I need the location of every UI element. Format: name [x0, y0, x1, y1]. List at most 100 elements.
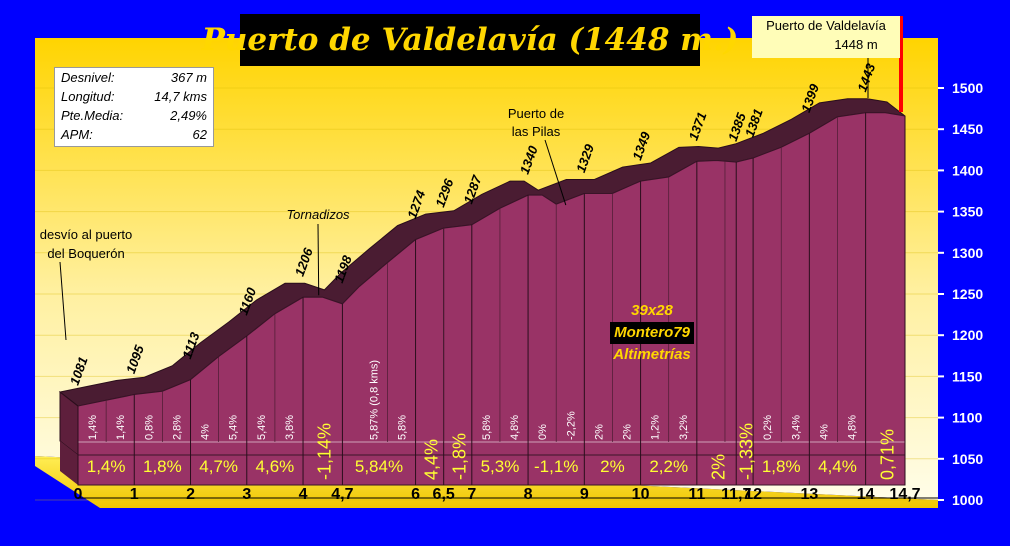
y-tick-label: 1500 [952, 80, 983, 96]
stat-value: 2,49% [170, 108, 207, 123]
segment-gradient: 4,7% [199, 457, 238, 476]
km-dividers [77, 112, 906, 485]
half-km-gradient: 5,8% [481, 415, 493, 440]
signature-line-1: 39x28 [631, 302, 673, 319]
x-tick-label: 6,5 [433, 486, 455, 503]
y-tick-label: 1450 [952, 121, 983, 137]
segment-gradient: 0,71% [877, 429, 897, 480]
half-km-gradient: -2,2% [565, 411, 577, 440]
signature-line-3: Altimetrías [613, 346, 691, 363]
stat-row: Longitud: 14,7 kms [55, 87, 213, 106]
segment-gradient: 4,4% [422, 439, 442, 480]
half-km-gradient: 2,8% [171, 415, 183, 440]
stat-value: 367 m [170, 70, 207, 85]
annotation-label: Puerto de [508, 106, 564, 121]
segment-gradient: 2% [600, 457, 625, 476]
y-tick-label: 1150 [952, 368, 983, 384]
annotation-label: desvío al puerto [40, 227, 133, 242]
half-km-gradient: 4% [200, 424, 212, 440]
y-tick-label: 1350 [952, 204, 983, 220]
half-km-gradient: 5,4% [228, 415, 240, 440]
segment-gradient: 2% [709, 454, 729, 480]
half-km-gradient: 0% [537, 424, 549, 440]
half-km-gradient: 1,4% [87, 415, 99, 440]
chart-title: Puerto de Valdelavía (1448 m.) [201, 22, 739, 58]
y-tick-label: 1250 [952, 286, 983, 302]
segment-gradients: 1,4% 1,8% 4,7% 4,6% -1,14% 5,84% 4,4% -1,8% 5,3%… [87, 423, 898, 480]
x-tick-label: 4 [299, 486, 308, 503]
summit-altitude: 1448 m [834, 37, 878, 52]
y-tick-label: 1400 [952, 162, 983, 178]
signature: 39x28 Montero79 Altimetrías [600, 300, 704, 366]
half-km-gradient: 3,4% [790, 415, 802, 440]
x-tick-label: 8 [524, 486, 533, 503]
half-km-gradient: 3,8% [284, 415, 296, 440]
segment-gradient: 1,8% [143, 457, 182, 476]
x-tick-label: 11,7 [721, 486, 751, 503]
stats-box: Desnivel: 367 m Longitud: 14,7 kms Pte.M… [54, 67, 214, 147]
segment-gradient: 5,3% [481, 457, 520, 476]
x-tick-label: 11 [688, 486, 705, 503]
half-km-gradient: 1,4% [115, 415, 127, 440]
annotations: desvío al puerto del Boquerón Tornadizos Pu… [40, 16, 903, 341]
y-tick-label: 1100 [952, 410, 983, 426]
y-tick-label: 1300 [952, 245, 983, 261]
half-km-gradient: 2% [593, 424, 605, 440]
y-axis: 1000 1050 1100 1150 1200 1250 1300 1350 1400 1450… [938, 80, 983, 508]
x-axis: 0 1 2 3 4 4,7 6 6,5 7 8 9 10 11 11,712 13 14 14,7 [74, 486, 938, 503]
stat-label: Pte.Media: [61, 108, 124, 123]
signature-line-2: Montero79 [610, 322, 694, 344]
stat-value: 14,7 kms [154, 89, 207, 104]
segment-gradient: 1,8% [762, 457, 801, 476]
annotation-leader [544, 139, 567, 206]
stat-label: Desnivel: [61, 70, 115, 85]
stat-row: APM: 62 [55, 125, 213, 144]
half-km-gradient: 4% [818, 424, 830, 440]
y-tick-label: 1050 [952, 451, 983, 467]
x-tick-label: 1 [130, 486, 139, 503]
y-tick-label: 1000 [952, 492, 983, 508]
elevation-profile [58, 98, 906, 486]
stat-value: 62 [192, 127, 207, 142]
half-km-gradient: 1,2% [650, 415, 662, 440]
x-tick-label: 12 [744, 486, 762, 503]
segment-gradient: 5,84% [355, 457, 403, 476]
half-km-gradient: 5,4% [256, 415, 268, 440]
x-tick-label: 7 [467, 486, 476, 503]
segment-gradient: -1,1% [534, 457, 578, 476]
half-km-gradient: 4,8% [509, 415, 521, 440]
annotation-label: Tornadizos [286, 207, 350, 222]
x-tick-label: 4,7 [331, 486, 353, 503]
annotation-leader [317, 223, 320, 296]
stat-label: APM: [61, 127, 93, 142]
segment-gradient: 4,6% [256, 457, 295, 476]
half-km-gradient: 4,8% [847, 415, 859, 440]
segment-gradient: -1,33% [737, 423, 757, 480]
segment-gradient: 4,4% [818, 457, 857, 476]
segment-gradient: 1,4% [87, 457, 126, 476]
base-side [60, 441, 78, 485]
stat-row: Pte.Media: 2,49% [55, 106, 213, 125]
summit-label-box: Puerto de Valdelavía 1448 m [752, 16, 900, 58]
x-tick-label: 6 [411, 486, 420, 503]
half-km-gradient: 2% [622, 424, 634, 440]
stat-row: Desnivel: 367 m [55, 68, 213, 87]
x-tick-label: 13 [800, 486, 818, 503]
chart-title-box: Puerto de Valdelavía (1448 m.) [202, 14, 738, 66]
segment-gradient: -1,14% [315, 423, 335, 480]
annotation-label: del Boquerón [47, 246, 124, 261]
x-tick-label: 3 [242, 486, 251, 503]
summit-name: Puerto de Valdelavía [766, 18, 886, 33]
segment-gradient: -1,8% [450, 433, 470, 480]
x-tick-label: 14 [857, 486, 875, 503]
annotation-label: las Pilas [512, 124, 561, 139]
half-km-gradient: 0,2% [762, 415, 774, 440]
x-tick-label: 9 [580, 486, 589, 503]
half-km-gradients: 1,4% 1,4% 0,8% 2,8% 4% 5,4% 5,4% 3,8% 5,87% (0,8… [87, 360, 858, 440]
half-km-gradient: 0,8% [143, 415, 155, 440]
segment-gradient: 2,2% [649, 457, 688, 476]
half-km-gradient: 5,87% (0,8 kms) [368, 360, 380, 440]
annotation-leader [59, 261, 67, 341]
